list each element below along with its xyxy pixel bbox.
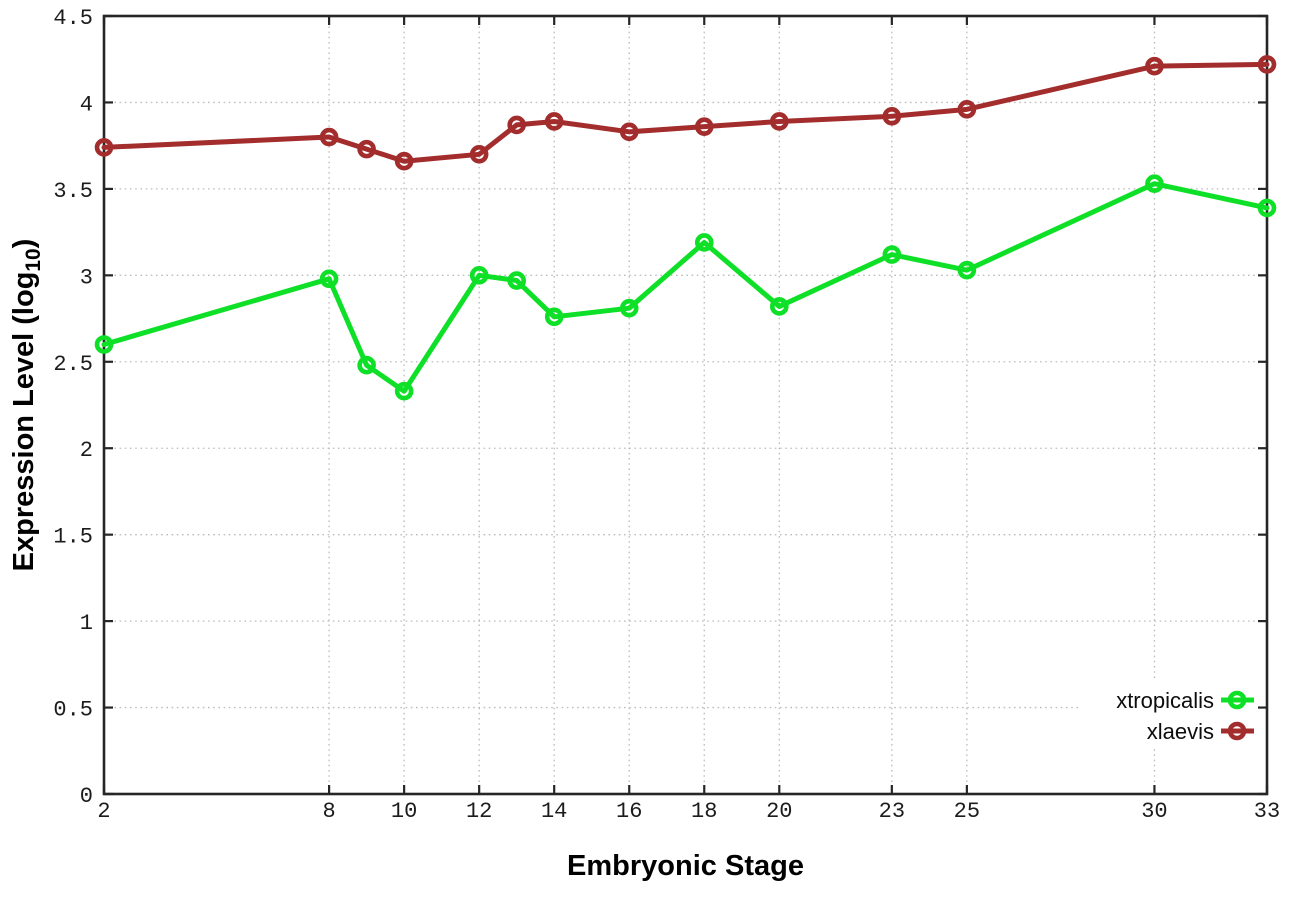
series-line-xtropicalis (101, 181, 1270, 394)
series-marker-xlaevis (94, 138, 114, 157)
series-marker-xtropicalis (619, 298, 639, 318)
series-marker-xlaevis (619, 122, 639, 142)
series-marker-xlaevis (319, 127, 339, 147)
x-tick-label: 8 (322, 799, 335, 824)
x-tick-label: 14 (541, 799, 567, 824)
y-axis-title-text: Expression Level (log (8, 271, 41, 572)
legend-label-xtropicalis: xtropicalis (1116, 688, 1214, 713)
series-marker-xtropicalis (544, 307, 564, 327)
y-axis-title-close: ) (8, 238, 41, 249)
y-axis-title: Expression Level (log10) (8, 239, 46, 572)
series-marker-xtropicalis (882, 245, 902, 264)
y-tick-label: 3 (80, 265, 93, 290)
series-marker-xlaevis (882, 106, 902, 126)
y-tick-label: 2 (80, 438, 93, 463)
x-tick-label: 16 (616, 799, 642, 824)
series-marker-xlaevis (694, 117, 714, 136)
series-marker-xlaevis (769, 112, 789, 131)
series-marker-xlaevis (394, 151, 414, 171)
x-tick-label: 33 (1254, 799, 1280, 824)
series-marker-xtropicalis (94, 335, 114, 354)
x-tick-label: 23 (879, 799, 905, 824)
series-marker-xlaevis (1145, 56, 1164, 76)
x-tick-label: 18 (691, 799, 717, 824)
series-marker-xtropicalis (1257, 198, 1277, 218)
y-tick-label: 3.5 (53, 179, 93, 204)
y-tick-label: 0 (80, 784, 93, 809)
series-marker-xlaevis (1257, 55, 1277, 74)
x-tick-label: 30 (1141, 799, 1167, 824)
y-tick-label: 0.5 (53, 698, 93, 723)
y-tick-label: 1 (80, 611, 93, 636)
plot-border (102, 14, 1269, 796)
y-tick-label: 2.5 (53, 352, 93, 377)
series-marker-xtropicalis (769, 297, 789, 316)
x-tick-label: 10 (391, 799, 417, 824)
series-marker-xtropicalis (1145, 174, 1164, 194)
y-tick-label: 4 (80, 92, 93, 117)
series-marker-xtropicalis (357, 355, 376, 375)
series-marker-xtropicalis (469, 266, 489, 285)
series-marker-xtropicalis (507, 271, 526, 290)
x-tick-label: 12 (466, 799, 492, 824)
series-marker-xlaevis (544, 112, 564, 131)
series-line-xlaevis (101, 61, 1270, 164)
legend-marker-xlaevis (1227, 721, 1247, 741)
series-marker-xtropicalis (319, 269, 339, 289)
x-tick-label: 2 (97, 799, 110, 824)
y-tick-label: 1.5 (53, 525, 93, 550)
series-marker-xtropicalis (694, 233, 714, 252)
y-tick-label: 4.5 (53, 6, 93, 31)
x-tick-label: 20 (766, 799, 792, 824)
legend-label-xlaevis: xlaevis (1147, 719, 1214, 744)
series-marker-xlaevis (957, 100, 977, 119)
series-marker-xlaevis (469, 145, 489, 164)
series-marker-xtropicalis (957, 260, 977, 280)
series-marker-xlaevis (357, 139, 376, 159)
x-tick-label: 25 (954, 799, 980, 824)
series-marker-xtropicalis (394, 381, 414, 401)
legend-marker-xtropicalis (1227, 690, 1247, 710)
x-axis-title: Embryonic Stage (567, 850, 804, 882)
series-marker-xlaevis (507, 115, 526, 135)
y-axis-title-subscript: 10 (21, 248, 45, 272)
